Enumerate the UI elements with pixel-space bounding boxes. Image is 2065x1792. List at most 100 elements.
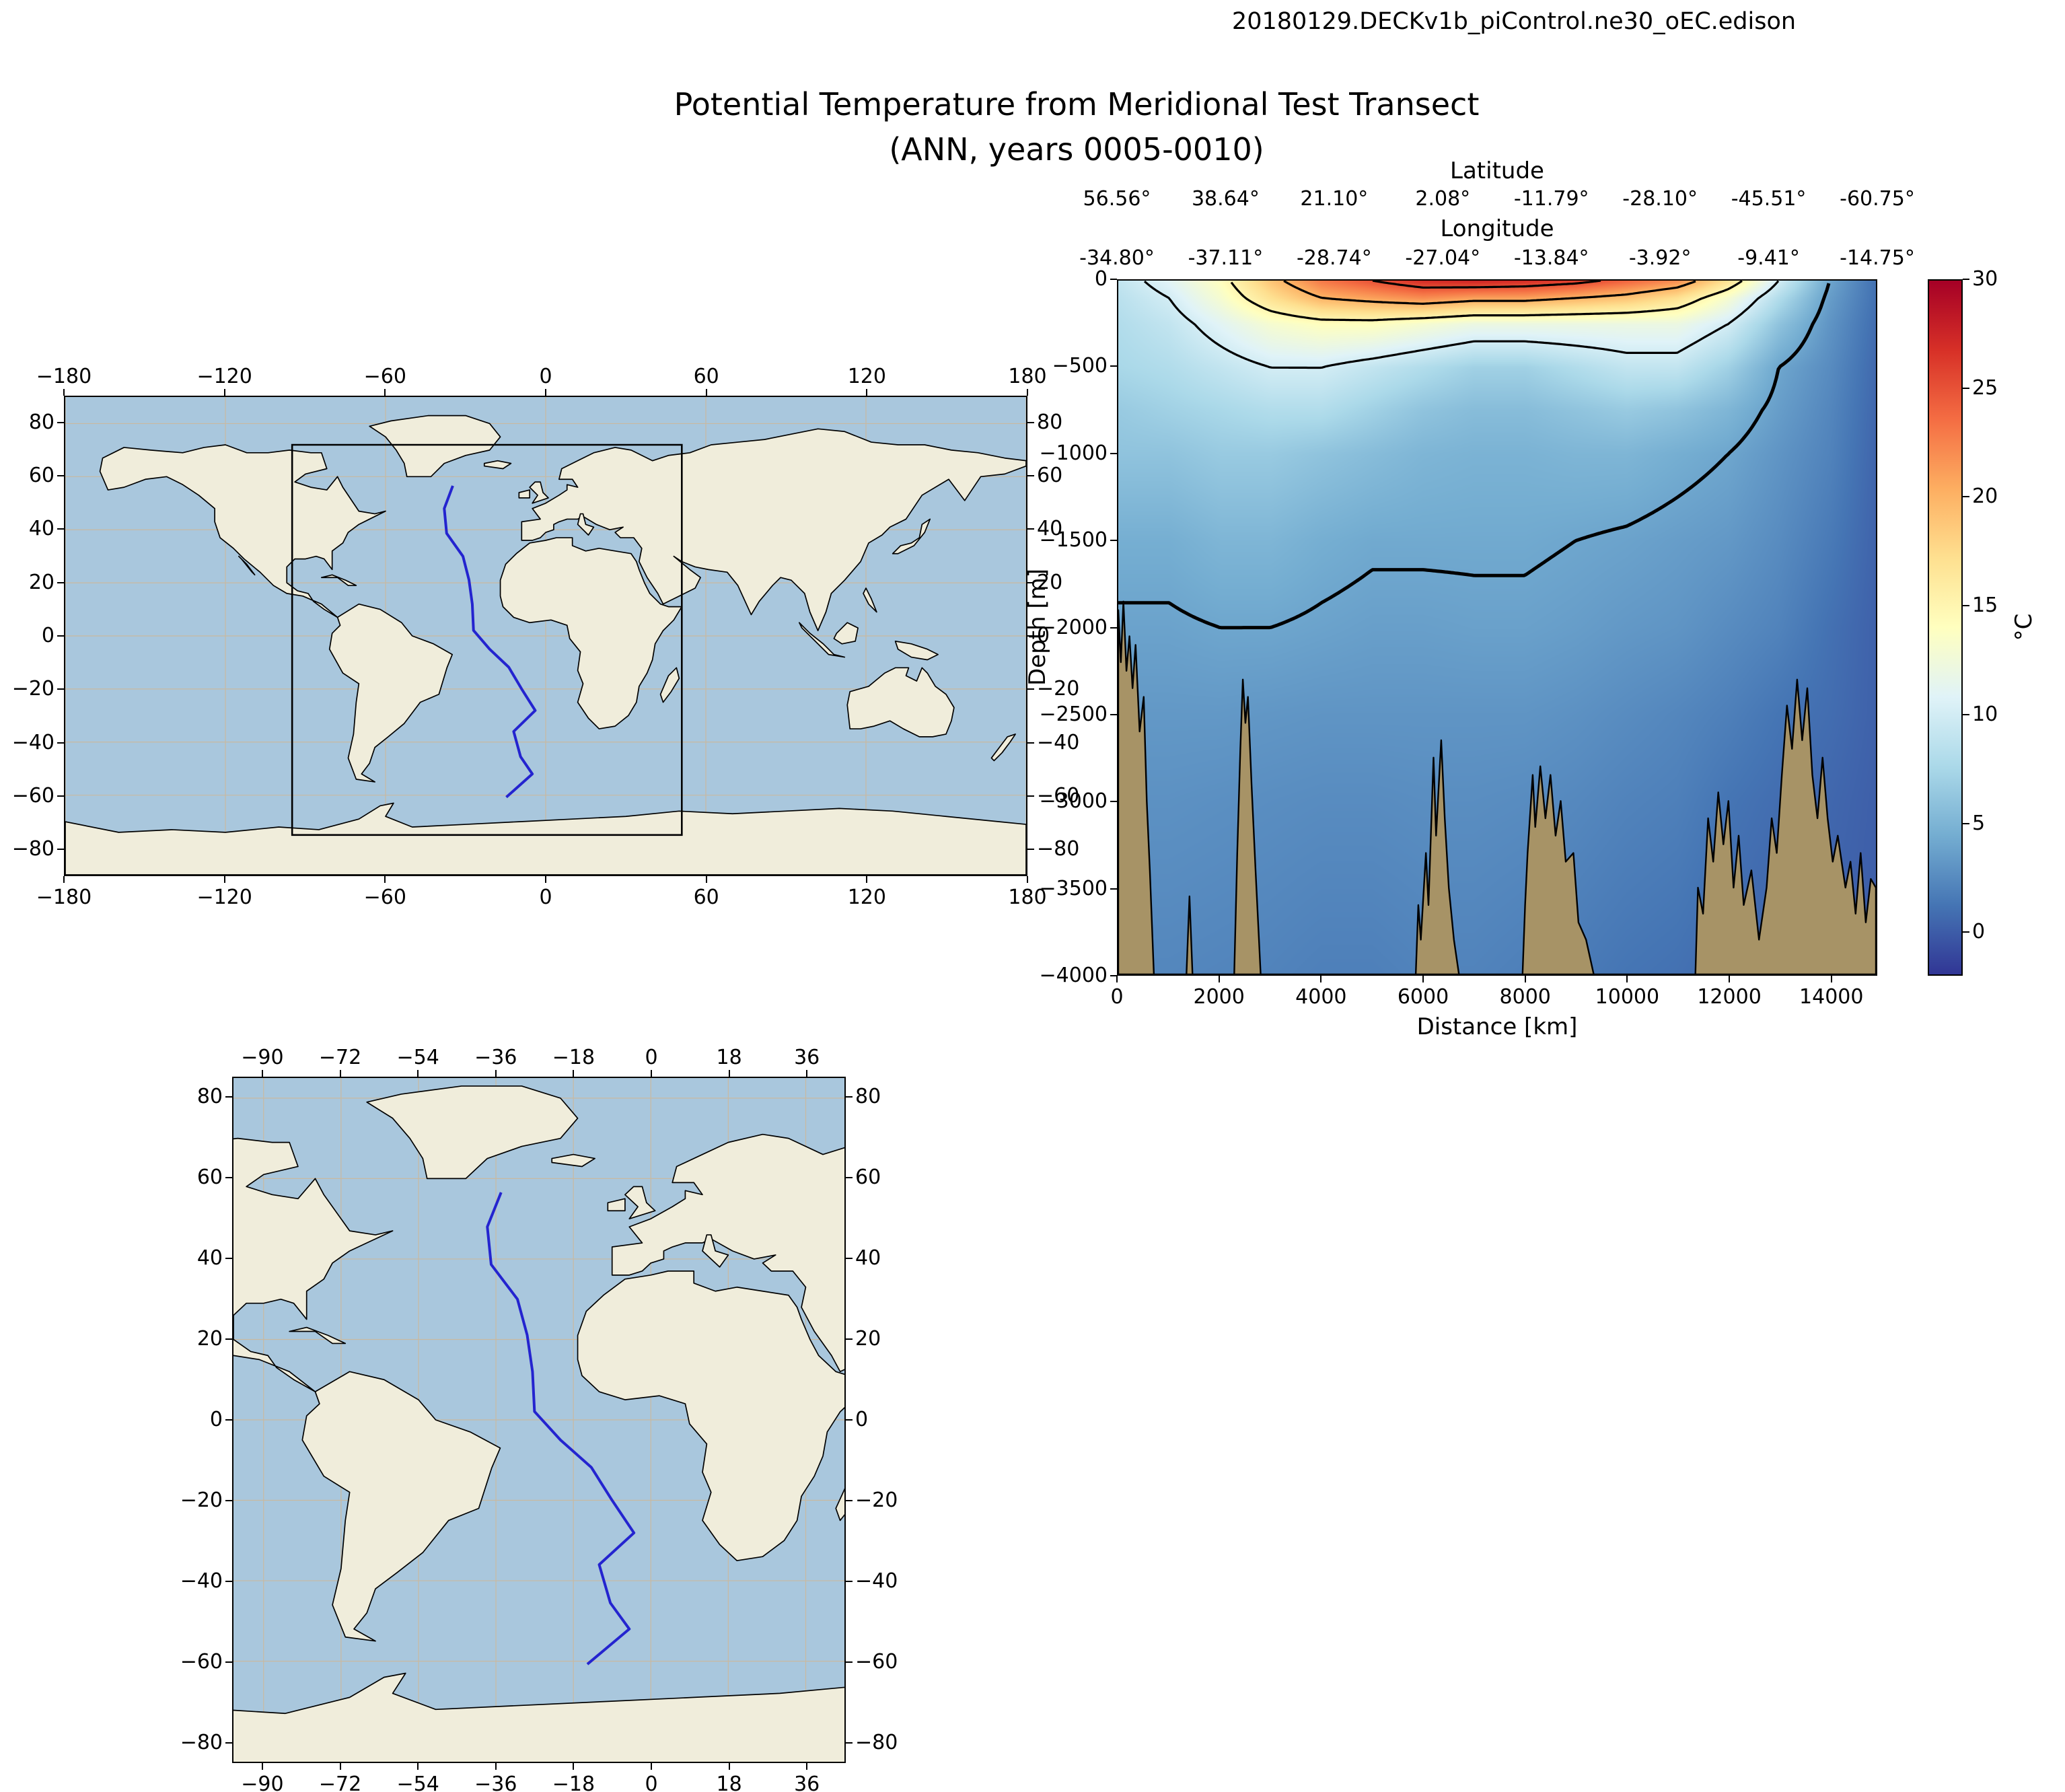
temperature-transect-panel bbox=[1117, 279, 1877, 976]
tick-label: 0 bbox=[855, 1408, 869, 1431]
tick-label: 80 bbox=[1037, 410, 1063, 434]
tick-label: 0 bbox=[1094, 267, 1108, 291]
tick-mark bbox=[866, 389, 868, 396]
landmass bbox=[863, 588, 877, 612]
tick-label: 40 bbox=[28, 517, 55, 541]
tick-label: −20 bbox=[180, 1489, 223, 1512]
tick-label: 120 bbox=[847, 365, 886, 388]
transect-overlay-svg bbox=[1118, 281, 1876, 974]
tick-label: 0 bbox=[41, 624, 55, 647]
tick-mark bbox=[1963, 605, 1969, 607]
tick-label: −1000 bbox=[1039, 441, 1108, 465]
landmass bbox=[661, 668, 680, 702]
tick-mark bbox=[261, 1070, 263, 1077]
landmass bbox=[322, 575, 357, 585]
landmass bbox=[847, 668, 954, 737]
tick-label: −3500 bbox=[1039, 876, 1108, 900]
tick-mark bbox=[57, 475, 64, 476]
tick-mark bbox=[1963, 713, 1969, 715]
figure-title-line2: (ANN, years 0005-0010) bbox=[889, 131, 1264, 168]
tick-label: 30 bbox=[1972, 267, 1998, 291]
tick-label: −40 bbox=[11, 730, 55, 754]
tick-label: 56.56° bbox=[1083, 187, 1151, 211]
run-name-suptitle: 20180129.DECKv1b_piControl.ne30_oEC.edis… bbox=[1231, 8, 1797, 35]
tick-mark bbox=[1110, 365, 1117, 367]
tick-label: 60 bbox=[693, 365, 719, 388]
tick-label: −2500 bbox=[1039, 702, 1108, 726]
landmass bbox=[289, 1328, 345, 1344]
temperature-contour bbox=[1118, 283, 1831, 630]
tick-label: −20 bbox=[11, 677, 55, 701]
tick-label: 36 bbox=[794, 1772, 820, 1792]
landmass bbox=[530, 482, 548, 503]
tick-mark bbox=[866, 876, 868, 883]
tick-mark bbox=[705, 876, 707, 883]
tick-label: −90 bbox=[241, 1046, 284, 1069]
tick-mark bbox=[384, 389, 386, 396]
tick-label: 0 bbox=[209, 1408, 223, 1431]
global-context-map-panel bbox=[64, 396, 1027, 876]
tick-label: -28.10° bbox=[1622, 187, 1698, 211]
tick-mark bbox=[728, 1070, 730, 1077]
seafloor-bathymetry bbox=[1118, 600, 1876, 974]
tick-mark bbox=[1027, 876, 1028, 883]
temperature-contour bbox=[1283, 281, 1696, 305]
tick-label: 120 bbox=[847, 886, 886, 909]
landmass bbox=[608, 1198, 625, 1211]
tick-label: −60 bbox=[1037, 784, 1080, 808]
tick-label: −60 bbox=[363, 365, 406, 388]
tick-label: 21.10° bbox=[1300, 187, 1369, 211]
tick-label: 180 bbox=[1008, 886, 1047, 909]
tick-label: -34.80° bbox=[1079, 246, 1155, 270]
tick-mark bbox=[225, 1742, 232, 1744]
tick-label: −3000 bbox=[1039, 789, 1108, 814]
tick-mark bbox=[1110, 279, 1117, 280]
tick-mark bbox=[1110, 452, 1117, 454]
tick-label: -28.74° bbox=[1296, 246, 1372, 270]
tick-mark bbox=[1830, 976, 1832, 982]
tick-label: -11.79° bbox=[1513, 187, 1589, 211]
tick-label: −36 bbox=[474, 1772, 517, 1792]
tick-mark bbox=[1027, 475, 1034, 476]
tick-label: 0 bbox=[539, 886, 552, 909]
tick-label: 20 bbox=[1037, 570, 1063, 594]
tick-label: −500 bbox=[1052, 354, 1108, 378]
tick-mark bbox=[846, 1742, 853, 1744]
tick-mark bbox=[806, 1070, 808, 1077]
tick-mark bbox=[1110, 713, 1117, 715]
tick-mark bbox=[846, 1581, 853, 1582]
tick-label: 10000 bbox=[1595, 985, 1660, 1009]
landmass bbox=[702, 1235, 728, 1267]
tick-label: -14.75° bbox=[1840, 246, 1915, 270]
landmass bbox=[625, 1186, 655, 1219]
tick-label: 40 bbox=[1037, 517, 1063, 541]
tick-label: −80 bbox=[180, 1731, 223, 1754]
tick-label: 20 bbox=[196, 1327, 223, 1351]
tick-mark bbox=[1027, 581, 1034, 583]
tick-mark bbox=[650, 1070, 652, 1077]
tick-label: −18 bbox=[552, 1046, 595, 1069]
landmass bbox=[330, 604, 452, 782]
tick-mark bbox=[545, 389, 546, 396]
landmass bbox=[521, 429, 1026, 631]
tick-mark bbox=[225, 1338, 232, 1340]
tick-mark bbox=[225, 1096, 232, 1098]
tick-label: −120 bbox=[196, 365, 252, 388]
tick-label: 20 bbox=[28, 570, 55, 594]
tick-label: 14000 bbox=[1799, 985, 1864, 1009]
tick-mark bbox=[705, 389, 707, 396]
tick-label: −60 bbox=[363, 886, 406, 909]
tick-mark bbox=[1963, 496, 1969, 498]
landmass bbox=[893, 519, 931, 553]
tick-mark bbox=[1027, 742, 1034, 744]
tick-mark bbox=[261, 1763, 263, 1770]
tick-label: −4000 bbox=[1039, 964, 1108, 987]
tick-label: -45.51° bbox=[1731, 187, 1807, 211]
tick-label: 36 bbox=[794, 1046, 820, 1069]
landmass bbox=[239, 557, 255, 575]
tick-mark bbox=[1963, 931, 1969, 933]
tick-mark bbox=[223, 389, 225, 396]
landmass bbox=[799, 622, 844, 657]
tick-mark bbox=[495, 1070, 497, 1077]
